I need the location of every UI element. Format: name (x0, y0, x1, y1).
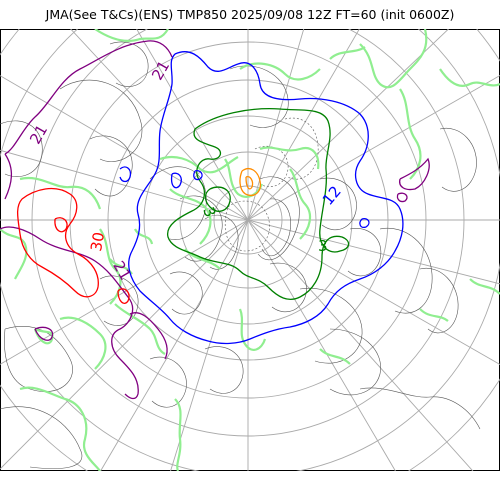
map-title: JMA(See T&Cs)(ENS) TMP850 2025/09/08 12Z… (45, 7, 455, 22)
contour-21 (0, 40, 430, 400)
contour-cold (239, 167, 262, 197)
contour-12 (119, 51, 404, 345)
contour-label-3-right: 3 (318, 237, 328, 255)
map-frame (0, 29, 500, 471)
coastlines (0, 29, 500, 471)
contour-30 (16, 187, 130, 305)
contour-label-30: 30 (87, 231, 108, 253)
polar-temperature-map: 21 21 30 21 12 3 3 (0, 29, 500, 471)
dashed-isotherms (224, 117, 319, 252)
